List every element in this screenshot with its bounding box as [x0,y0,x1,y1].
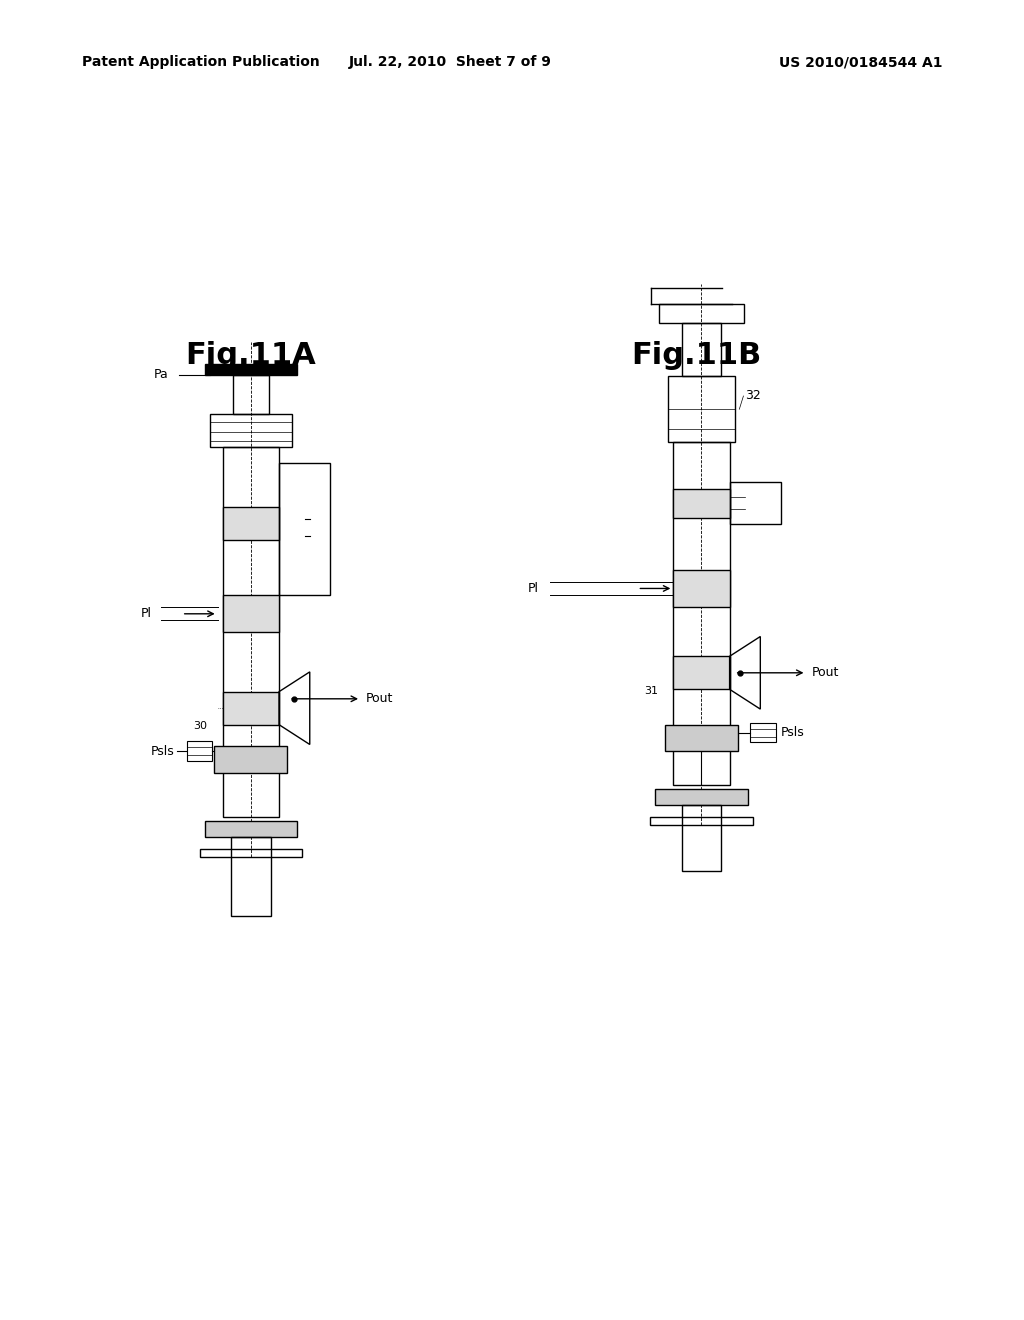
Text: Pl: Pl [141,607,152,620]
Text: Patent Application Publication: Patent Application Publication [82,55,319,70]
Bar [223,692,279,725]
Bar [650,817,753,825]
Bar [729,482,781,524]
Bar [668,376,735,442]
Bar [665,725,738,751]
Text: Fig.11A: Fig.11A [185,341,316,370]
Bar [231,837,270,916]
Text: Psls: Psls [152,744,175,758]
Text: Fig.11B: Fig.11B [631,341,762,370]
Bar [205,364,297,375]
Bar [232,375,268,414]
Text: 32: 32 [745,389,761,403]
Bar [682,323,721,376]
Text: Psls: Psls [781,726,805,739]
Bar [223,595,279,632]
Bar [750,723,776,742]
Text: Pout: Pout [812,667,839,680]
Text: US 2010/0184544 A1: US 2010/0184544 A1 [778,55,942,70]
Text: 30: 30 [194,721,207,731]
Bar [210,414,292,447]
Bar [674,488,730,517]
Text: Jul. 22, 2010  Sheet 7 of 9: Jul. 22, 2010 Sheet 7 of 9 [349,55,552,70]
Bar [205,821,297,837]
Bar [674,442,730,785]
Bar [186,741,213,760]
Bar [674,570,730,607]
Bar [223,447,279,817]
Text: Pl: Pl [527,582,539,595]
Text: Pout: Pout [367,692,393,705]
Bar [214,746,288,772]
Bar [674,656,730,689]
Text: 31: 31 [644,686,658,696]
Bar [682,805,721,871]
Text: Pa: Pa [155,368,169,381]
Bar [200,849,302,857]
Bar [655,789,748,805]
Bar [223,507,279,540]
Bar [279,463,330,595]
Bar [659,304,743,323]
